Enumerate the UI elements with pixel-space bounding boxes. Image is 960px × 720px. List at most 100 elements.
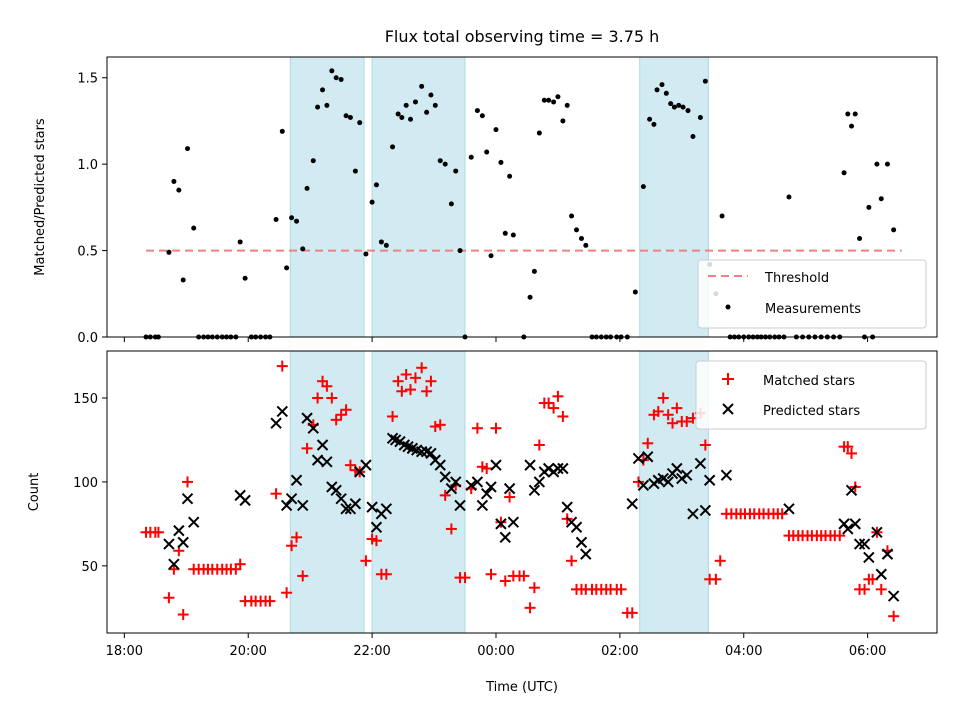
measurement-point — [551, 99, 557, 105]
predicted-point — [676, 472, 688, 485]
measurement-point — [294, 218, 300, 224]
predicted-point — [311, 454, 324, 466]
matched-point — [152, 526, 164, 538]
predicted-point — [471, 476, 484, 488]
predicted-point — [662, 476, 674, 488]
bottom-shaded-spans — [289, 350, 709, 634]
matched-point — [471, 422, 483, 434]
measurement-point — [428, 92, 434, 98]
measurement-point — [546, 97, 552, 103]
predicted-point — [181, 493, 194, 505]
predicted-point — [499, 531, 511, 544]
predicted-point — [524, 459, 536, 471]
measurement-point — [338, 76, 344, 82]
matched-point — [662, 409, 674, 421]
matched-point — [321, 380, 333, 392]
predicted-point — [301, 412, 313, 424]
measurement-point — [555, 94, 561, 100]
matched-point — [335, 409, 347, 421]
predicted-point — [280, 499, 293, 512]
matched-point — [425, 375, 437, 387]
predicted-point — [450, 476, 462, 488]
measurement-point — [474, 108, 480, 114]
predicted-point — [575, 536, 588, 549]
measurement-point — [453, 168, 459, 174]
predicted-point — [177, 536, 189, 549]
measurement-point — [671, 104, 677, 110]
measurement-point — [383, 242, 389, 248]
predicted-point — [694, 457, 707, 470]
top-shaded-span — [371, 56, 466, 338]
measurement-points — [143, 68, 897, 340]
matched-point — [626, 607, 638, 619]
predicted-point — [871, 526, 883, 538]
x-tick-label: 22:00 — [353, 644, 390, 659]
matched-point — [380, 568, 392, 580]
matched-point — [681, 416, 693, 427]
x-tick-label: 02:00 — [601, 644, 638, 659]
measurement-point — [395, 111, 401, 117]
measurement-point — [640, 184, 646, 190]
measurement-point — [647, 116, 653, 122]
predicted-point — [290, 474, 303, 486]
matched-point — [416, 362, 428, 374]
matched-point — [557, 410, 569, 422]
measurement-point — [874, 161, 880, 167]
predicted-point — [349, 498, 362, 510]
predicted-point — [270, 417, 282, 429]
predicted-point — [849, 518, 861, 530]
measurement-point — [857, 235, 863, 241]
measurement-point — [583, 242, 589, 248]
measurement-point — [676, 102, 682, 108]
matched-point — [409, 372, 421, 384]
predicted-point — [887, 590, 900, 602]
predicted-point — [495, 518, 507, 530]
predicted-points — [163, 405, 900, 602]
matched-point — [312, 392, 324, 404]
x-tick-label: 18:00 — [106, 644, 143, 659]
predicted-point — [445, 482, 458, 495]
bottom-y-tick-label: 100 — [73, 476, 98, 491]
predicted-point — [335, 493, 347, 505]
predicted-point — [570, 521, 583, 533]
measurement-point — [632, 289, 638, 295]
measurement-point — [878, 196, 884, 202]
measurement-point — [171, 178, 177, 184]
measurement-point — [419, 83, 425, 89]
matched-point — [481, 463, 493, 474]
measurement-point — [457, 248, 463, 254]
x-tick-label: 00:00 — [477, 644, 514, 659]
measurement-point — [564, 102, 570, 108]
matched-point — [459, 572, 471, 584]
measurement-point — [849, 123, 855, 129]
matched-point — [429, 421, 441, 433]
measurement-point — [502, 230, 508, 236]
measurement-point — [437, 158, 443, 164]
x-tick-label: 20:00 — [229, 644, 266, 659]
top-shaded-spans — [289, 56, 709, 338]
measurement-point — [329, 68, 335, 74]
matched-point — [859, 583, 871, 595]
predicted-point — [552, 462, 564, 475]
matched-point — [163, 592, 175, 604]
measurement-point — [300, 246, 306, 252]
matched-point — [330, 414, 342, 426]
matched-point — [387, 410, 399, 422]
predicted-point — [276, 405, 288, 418]
predicted-point — [370, 521, 383, 533]
measurement-point — [560, 118, 566, 124]
matched-point — [524, 602, 536, 614]
measurement-point — [884, 161, 890, 167]
matched-point — [344, 459, 356, 471]
matched-point — [297, 570, 309, 582]
legend-measurements-label: Measurements — [765, 302, 861, 317]
measurement-point — [279, 128, 285, 134]
top-shaded-span — [289, 56, 365, 338]
measurement-point — [369, 199, 375, 205]
predicted-point — [307, 422, 319, 434]
matched-point — [400, 369, 412, 380]
top-y-tick-label: 1.0 — [77, 158, 98, 173]
measurement-point — [284, 265, 290, 271]
top-y-axis-label: Matched/Predicted stars — [33, 118, 48, 276]
